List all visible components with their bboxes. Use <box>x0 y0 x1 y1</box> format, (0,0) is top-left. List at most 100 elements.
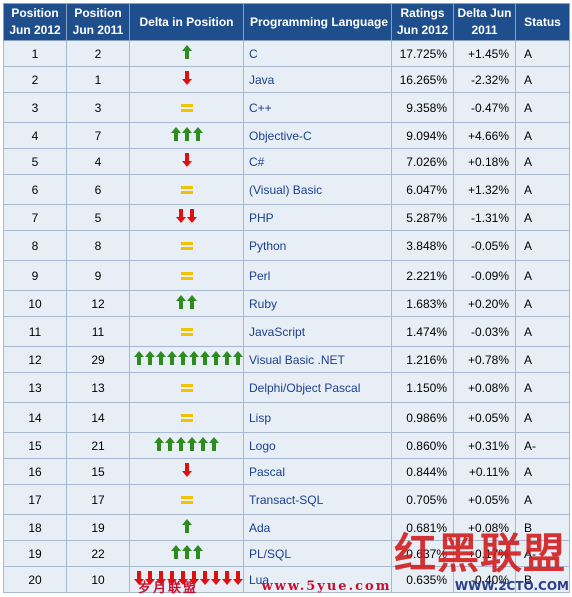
rating-cell: 0.860% <box>391 432 454 459</box>
position-2011-cell: 14 <box>66 402 130 433</box>
rating-change-cell: +0.31% <box>453 432 516 459</box>
delta-position-cell <box>129 432 244 459</box>
language-cell: Delphi/Object Pascal <box>243 372 392 403</box>
rating-cell: 0.986% <box>391 402 454 433</box>
delta-position-cell <box>129 402 244 433</box>
table-row: 7 5 PHP 5.287% -1.31% A <box>3 204 570 231</box>
arrow-up-icon <box>165 437 175 451</box>
position-2011-cell: 4 <box>66 148 130 175</box>
equal-icon <box>180 413 193 422</box>
arrow-up-icon <box>156 351 166 365</box>
language-cell: Pascal <box>243 458 392 485</box>
delta-indicator <box>180 271 193 280</box>
delta-indicator <box>181 45 192 59</box>
arrow-up-icon <box>187 437 197 451</box>
position-2011-cell: 1 <box>66 66 130 93</box>
table-row: 15 21 Logo 0.860% +0.31% A- <box>3 432 570 459</box>
rating-cell: 9.094% <box>391 122 454 149</box>
delta-position-cell <box>129 316 244 347</box>
position-2011-cell: 3 <box>66 92 130 123</box>
site-watermark-cn: 岁月联盟 <box>138 580 199 596</box>
arrow-down-icon <box>134 571 144 585</box>
position-2011-cell: 9 <box>66 260 130 291</box>
status-cell: A <box>515 66 570 93</box>
position-2012-cell: 16 <box>3 458 67 485</box>
status-cell: B <box>515 514 570 541</box>
status-cell: A <box>515 230 570 261</box>
language-cell: C <box>243 40 392 67</box>
position-2012-cell: 18 <box>3 514 67 541</box>
rating-change-cell: +0.08% <box>453 514 516 541</box>
arrow-down-icon <box>200 571 210 585</box>
language-cell: PHP <box>243 204 392 231</box>
rating-change-cell: -0.09% <box>453 260 516 291</box>
rating-change-cell: +0.05% <box>453 484 516 515</box>
arrow-up-icon <box>167 351 177 365</box>
arrow-up-icon <box>178 351 188 365</box>
table-row: 12 29 Visual Basic .NET 1.216% +0.78% A <box>3 346 570 373</box>
position-2011-cell: 2 <box>66 40 130 67</box>
status-cell: A <box>515 290 570 317</box>
header-position-2011: Position Jun 2011 <box>66 3 130 41</box>
language-cell: Transact-SQL <box>243 484 392 515</box>
position-2011-cell: 13 <box>66 372 130 403</box>
table-row: 19 22 PL/SQL 0.637% +0.17% A- <box>3 540 570 567</box>
rating-cell: 3.848% <box>391 230 454 261</box>
equal-icon <box>180 185 193 194</box>
arrow-up-icon <box>209 437 219 451</box>
language-cell: Python <box>243 230 392 261</box>
position-2012-cell: 5 <box>3 148 67 175</box>
status-cell: A <box>515 122 570 149</box>
table-row: 5 4 C# 7.026% +0.18% A <box>3 148 570 175</box>
position-2012-cell: 10 <box>3 290 67 317</box>
language-cell: Ruby <box>243 290 392 317</box>
arrow-down-icon <box>233 571 243 585</box>
arrow-down-icon <box>145 571 155 585</box>
tiobe-ranking-table: Position Jun 2012 Position Jun 2011 Delt… <box>3 3 570 593</box>
status-cell: A <box>515 148 570 175</box>
table-row: 14 14 Lisp 0.986% +0.05% A <box>3 402 570 433</box>
delta-indicator <box>181 463 192 477</box>
language-cell: Lua <box>243 566 392 593</box>
position-2011-cell: 7 <box>66 122 130 149</box>
rating-cell: 1.474% <box>391 316 454 347</box>
delta-indicator <box>180 327 193 336</box>
rating-cell: 16.265% <box>391 66 454 93</box>
position-2012-cell: 1 <box>3 40 67 67</box>
header-language: Programming Language <box>243 3 392 41</box>
rating-cell: 2.221% <box>391 260 454 291</box>
site-watermark-url: www.5yue.com <box>261 578 392 594</box>
language-cell: Java <box>243 66 392 93</box>
position-2011-cell: 22 <box>66 540 130 567</box>
delta-position-cell <box>129 66 244 93</box>
delta-indicator <box>181 71 192 85</box>
header-delta-position: Delta in Position <box>129 3 244 41</box>
arrow-down-icon <box>167 571 177 585</box>
position-2011-cell: 10 <box>66 566 130 593</box>
status-cell: A <box>515 346 570 373</box>
status-cell: A <box>515 174 570 205</box>
language-cell: C# <box>243 148 392 175</box>
equal-icon <box>180 495 193 504</box>
arrow-up-icon <box>181 45 192 59</box>
rating-change-cell: +0.18% <box>453 148 516 175</box>
status-cell: A <box>515 40 570 67</box>
position-2012-cell: 19 <box>3 540 67 567</box>
rating-change-cell: -0.40% <box>453 566 516 593</box>
position-2012-cell: 3 <box>3 92 67 123</box>
position-2011-cell: 6 <box>66 174 130 205</box>
language-cell: Lisp <box>243 402 392 433</box>
table-row: 11 11 JavaScript 1.474% -0.03% A <box>3 316 570 347</box>
delta-indicator <box>180 103 193 112</box>
arrow-up-icon <box>200 351 210 365</box>
arrow-down-icon <box>181 463 192 477</box>
status-cell: B <box>515 566 570 593</box>
language-cell: JavaScript <box>243 316 392 347</box>
status-cell: A <box>515 260 570 291</box>
language-cell: Objective-C <box>243 122 392 149</box>
delta-position-cell <box>129 260 244 291</box>
table-row: 4 7 Objective-C 9.094% +4.66% A <box>3 122 570 149</box>
delta-position-cell <box>129 458 244 485</box>
delta-position-cell <box>129 92 244 123</box>
arrow-down-icon <box>189 571 199 585</box>
